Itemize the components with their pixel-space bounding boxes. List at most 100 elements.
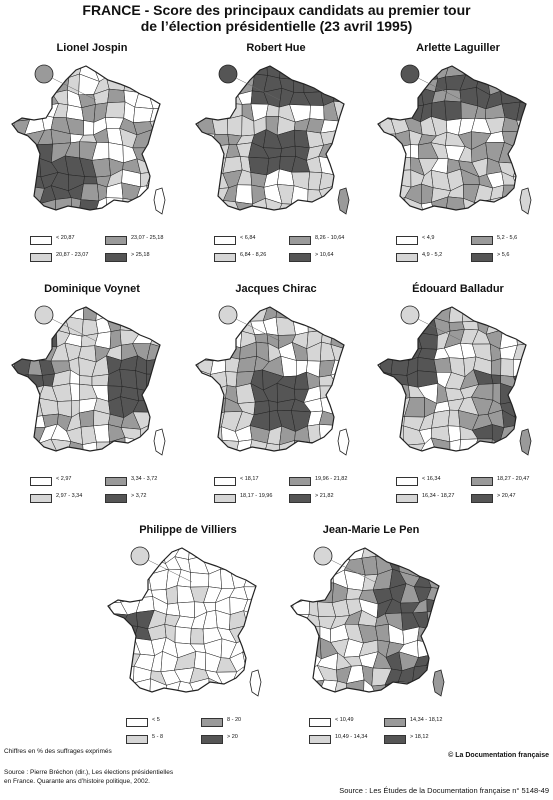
- departement-area: [197, 307, 216, 322]
- departement-area: [190, 628, 205, 645]
- departement-area: [445, 196, 466, 210]
- departement-area: [447, 425, 461, 443]
- departement-area: [208, 440, 223, 451]
- legend-swatch: [30, 236, 52, 245]
- legend-swatch: [309, 718, 331, 727]
- departement-area: [291, 307, 310, 321]
- departement-area: [146, 389, 160, 403]
- departement-area: [211, 342, 226, 362]
- legend-swatch: [201, 735, 223, 744]
- departement-area: [13, 411, 29, 430]
- departement-area: [332, 142, 344, 162]
- map-panel-title: Édouard Balladur: [412, 283, 504, 295]
- departement-area: [235, 184, 253, 205]
- inset-leader-line: [417, 77, 463, 101]
- departement-area: [417, 357, 437, 373]
- legend-item: > 5,6: [471, 251, 546, 265]
- departement-area: [304, 442, 322, 451]
- departement-area: [135, 75, 153, 93]
- departement-area: [333, 171, 344, 187]
- choropleth-map: [11, 64, 166, 215]
- departement-area: [391, 423, 405, 446]
- departement-area: [248, 548, 256, 560]
- legend-item: 4,9 - 5,2: [396, 251, 471, 265]
- legend-swatch: [289, 494, 311, 503]
- departement-area: [23, 88, 44, 107]
- departement-area: [13, 172, 32, 190]
- france-outline: [195, 65, 345, 211]
- departement-area: [109, 573, 125, 588]
- departement-area: [50, 438, 72, 451]
- inset-leader-line: [235, 318, 281, 342]
- legend-item: < 20,87: [30, 234, 105, 248]
- departement-area: [13, 66, 30, 81]
- departement-area: [148, 66, 160, 77]
- legend-label: > 5,6: [497, 252, 510, 258]
- departement-area: [109, 637, 127, 654]
- inset-leader-line: [147, 559, 193, 583]
- departement-area: [109, 624, 124, 642]
- corsica: [249, 669, 262, 697]
- departement-area: [379, 66, 397, 81]
- departement-area: [13, 185, 28, 203]
- corsica: [519, 187, 532, 215]
- legend-swatch: [105, 253, 127, 262]
- france-outline: [195, 306, 345, 452]
- map-panel: Arlette Laguiller < 4,9 4,9 - 5,2 5,2 - 5,6…: [370, 42, 546, 272]
- map-legend: < 5 5 - 8 8 - 20 > 20: [126, 716, 276, 750]
- choropleth-map: [11, 305, 166, 456]
- legend-item: 19,96 - 21,82: [289, 475, 364, 489]
- legend-item: 2,97 - 3,34: [30, 492, 105, 506]
- departement-area: [517, 78, 526, 91]
- departement-area: [410, 144, 419, 159]
- legend-item: 23,07 - 25,18: [105, 234, 180, 248]
- departement-area: [379, 307, 396, 322]
- legend-item: 3,34 - 3,72: [105, 475, 180, 489]
- departement-area: [78, 199, 100, 210]
- legend-swatch: [214, 477, 236, 486]
- departement-area: [50, 307, 68, 321]
- departement-area: [292, 624, 308, 646]
- departement-area: [235, 66, 255, 75]
- departement-area: [335, 548, 351, 561]
- departement-area: [139, 315, 155, 337]
- departement-area: [165, 680, 181, 692]
- departement-area: [500, 382, 519, 405]
- departement-area: [40, 329, 58, 348]
- departement-area: [513, 307, 526, 322]
- map-legend: < 10,49 10,49 - 14,34 14,34 - 18,12 > 18,12: [309, 716, 459, 750]
- map-panel: Édouard Balladur < 16,34 16,34 - 18,27 18,2…: [370, 283, 546, 513]
- legend-label: 8,26 - 10,64: [315, 235, 345, 241]
- paris-inset: [313, 546, 333, 566]
- legend-swatch: [105, 477, 127, 486]
- departement-area: [319, 385, 339, 399]
- legend-label: < 16,34: [422, 476, 441, 482]
- departement-area: [197, 146, 215, 163]
- legend-label: 18,27 - 20,47: [497, 476, 530, 482]
- legend-item: 5 - 8: [126, 733, 201, 747]
- departement-area: [499, 66, 519, 82]
- departement-area: [379, 397, 396, 415]
- departement-area: [197, 74, 215, 96]
- map-title-line-1: FRANCE - Score des principaux candidats …: [82, 2, 471, 18]
- france-outline: [11, 65, 161, 211]
- departement-area: [207, 426, 223, 443]
- departement-area: [319, 307, 338, 318]
- legend-label: 5,2 - 5,6: [497, 235, 518, 241]
- france-outline: [377, 65, 527, 211]
- departement-area: [197, 411, 216, 430]
- map-panel-title: Dominique Voynet: [44, 283, 140, 295]
- departement-area: [449, 439, 461, 451]
- legend-swatch: [214, 253, 236, 262]
- departement-area: [105, 101, 126, 119]
- departement-area: [217, 548, 233, 564]
- departement-area: [292, 669, 305, 684]
- departement-area: [499, 78, 519, 92]
- legend-label: > 10,64: [315, 252, 334, 258]
- departement-area: [132, 196, 150, 210]
- departement-area: [322, 314, 338, 333]
- choropleth-map: [195, 305, 350, 456]
- legend-item: < 16,34: [396, 475, 471, 489]
- departement-area: [335, 66, 344, 82]
- departement-area: [197, 201, 216, 210]
